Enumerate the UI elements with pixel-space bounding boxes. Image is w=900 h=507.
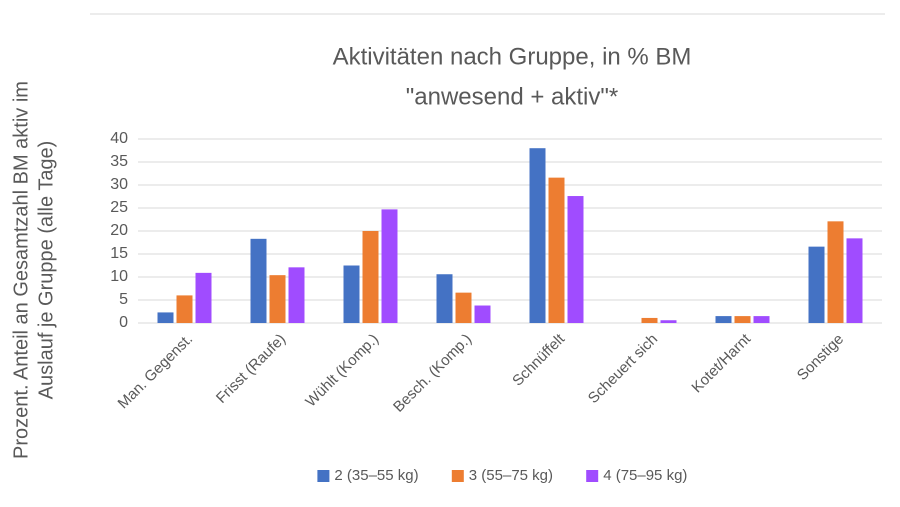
bar xyxy=(660,320,677,323)
bar xyxy=(288,267,305,323)
y-tick-label: 10 xyxy=(110,268,128,285)
bar xyxy=(715,316,732,323)
legend-swatch xyxy=(317,470,330,482)
bar xyxy=(827,221,844,323)
bar xyxy=(455,292,472,323)
y-tick-label: 30 xyxy=(110,176,128,193)
legend-label: 4 (75–95 kg) xyxy=(603,467,687,484)
bar xyxy=(753,316,770,323)
bar xyxy=(195,272,212,323)
legend-swatch xyxy=(451,470,464,482)
y-tick-label: 35 xyxy=(110,153,128,170)
bar xyxy=(436,274,453,323)
y-axis-label: Auslauf je Gruppe (alle Tage) xyxy=(35,141,57,400)
y-tick-label: 20 xyxy=(110,222,128,239)
bar xyxy=(846,238,863,323)
bar xyxy=(269,275,286,323)
legend-label: 3 (55–75 kg) xyxy=(469,467,553,484)
x-tick-label: Man. Gegenst. xyxy=(115,331,197,413)
chart-title: Aktivitäten nach Gruppe, in % BM xyxy=(333,43,692,70)
bar xyxy=(176,295,193,323)
bar xyxy=(529,148,546,323)
legend-swatch xyxy=(586,470,599,482)
y-tick-label: 25 xyxy=(110,199,128,216)
bar xyxy=(381,209,398,323)
y-tick-label: 15 xyxy=(110,245,128,262)
bar xyxy=(343,265,360,323)
y-tick-label: 40 xyxy=(110,130,128,147)
bar xyxy=(567,196,584,323)
bar xyxy=(808,246,825,323)
y-tick-label: 5 xyxy=(119,291,128,308)
legend-label: 2 (35–55 kg) xyxy=(334,467,418,484)
y-axis-label: Prozent. Anteil an Gesamtzahl BM aktiv i… xyxy=(10,81,32,459)
x-tick-label: Besch. (Komp.) xyxy=(390,331,475,416)
x-tick-label: Schnüffelt xyxy=(509,330,569,390)
x-tick-label: Sonstige xyxy=(794,331,847,384)
bar xyxy=(548,177,565,323)
bar xyxy=(157,312,174,323)
x-tick-label: Frisst (Raufe) xyxy=(213,331,289,407)
x-tick-label: Scheuert sich xyxy=(585,331,661,407)
y-tick-label: 0 xyxy=(119,314,128,331)
bar xyxy=(734,316,751,323)
chart-title: "anwesend + aktiv"* xyxy=(406,83,619,110)
x-tick-label: Wühlt (Komp.) xyxy=(302,331,382,411)
bar xyxy=(641,317,658,323)
x-tick-label: Kotet/Harnt xyxy=(688,330,754,396)
bar xyxy=(474,305,491,323)
bar xyxy=(362,231,379,323)
bar xyxy=(250,238,267,323)
